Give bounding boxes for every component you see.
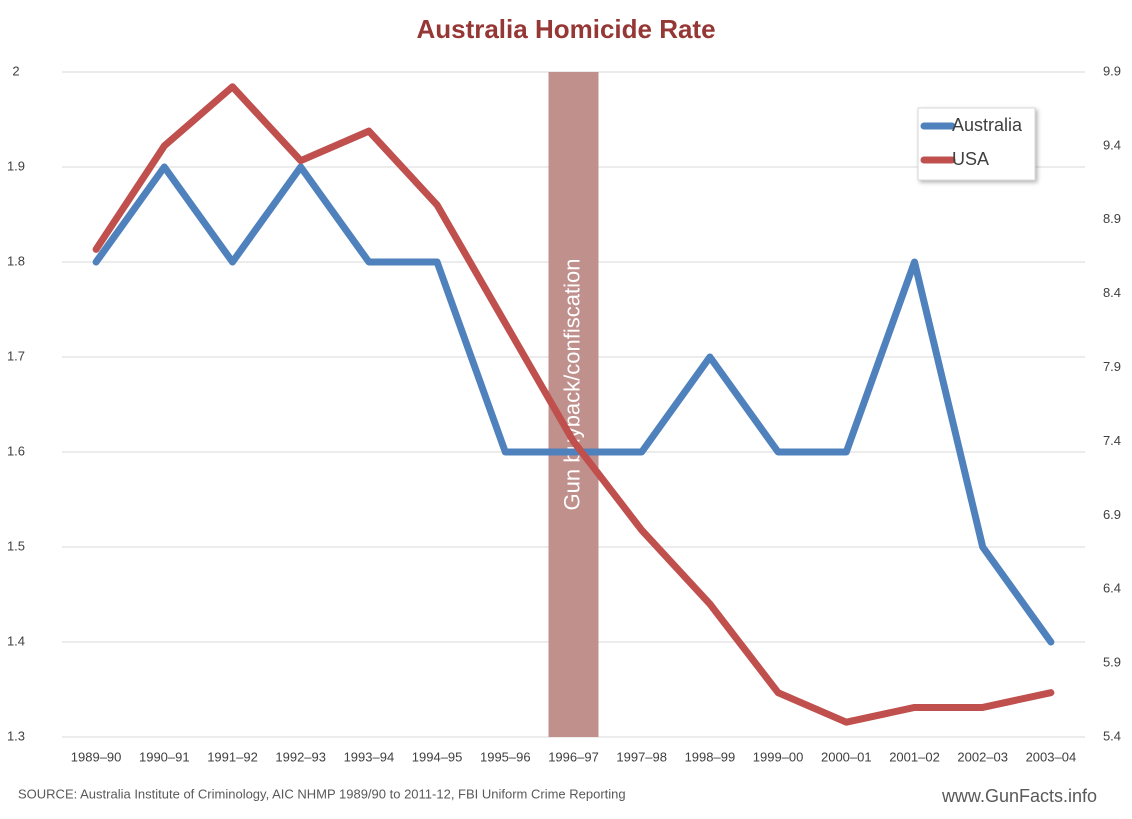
x-tick-label: 2000–01 bbox=[821, 749, 872, 764]
legend-label: Australia bbox=[952, 115, 1023, 135]
x-tick-label: 1997–98 bbox=[616, 749, 667, 764]
y2-tick-label: 9.4 bbox=[1103, 137, 1121, 152]
x-tick-label: 1996–97 bbox=[548, 749, 599, 764]
y-tick-label: 1.5 bbox=[7, 538, 25, 553]
chart-title: Australia Homicide Rate bbox=[416, 14, 715, 44]
y-tick-label: 2 bbox=[12, 63, 19, 78]
x-tick-label: 2003–04 bbox=[1026, 749, 1077, 764]
legend-label: USA bbox=[952, 149, 989, 169]
watermark: www.GunFacts.info bbox=[941, 786, 1097, 806]
y2-tick-label: 5.9 bbox=[1103, 655, 1121, 670]
y-tick-label: 1.6 bbox=[7, 443, 25, 458]
x-tick-label: 2001–02 bbox=[889, 749, 940, 764]
y-tick-label: 1.9 bbox=[7, 158, 25, 173]
x-tick-label: 1989–90 bbox=[71, 749, 122, 764]
x-tick-label: 2002–03 bbox=[957, 749, 1008, 764]
y2-tick-label: 6.4 bbox=[1103, 581, 1121, 596]
y2-tick-label: 7.9 bbox=[1103, 359, 1121, 374]
x-tick-label: 1998–99 bbox=[685, 749, 736, 764]
x-tick-label: 1994–95 bbox=[412, 749, 463, 764]
highlight-label: Gun buyback/confiscation bbox=[559, 259, 584, 511]
line-series bbox=[92, 163, 1055, 646]
highlight-band bbox=[548, 72, 599, 737]
y-tick-label: 1.7 bbox=[7, 348, 25, 363]
y-tick-label: 1.4 bbox=[7, 633, 25, 648]
x-tick-label: 1995–96 bbox=[480, 749, 531, 764]
y2-tick-label: 9.9 bbox=[1103, 63, 1121, 78]
y2-tick-label: 8.9 bbox=[1103, 211, 1121, 226]
legend-box bbox=[917, 107, 1036, 181]
x-tick-label: 1992–93 bbox=[275, 749, 326, 764]
x-tick-label: 1991–92 bbox=[207, 749, 258, 764]
x-tick-label: 1993–94 bbox=[344, 749, 395, 764]
x-tick-label: 1999–00 bbox=[753, 749, 804, 764]
y2-tick-label: 8.4 bbox=[1103, 285, 1121, 300]
source-note: SOURCE: Australia Institute of Criminolo… bbox=[18, 786, 626, 801]
line-series bbox=[92, 83, 1055, 726]
y2-tick-label: 7.4 bbox=[1103, 433, 1121, 448]
y2-tick-label: 5.4 bbox=[1103, 728, 1121, 743]
y-tick-label: 1.3 bbox=[7, 728, 25, 743]
y-tick-label: 1.8 bbox=[7, 253, 25, 268]
x-tick-label: 1990–91 bbox=[139, 749, 190, 764]
y2-tick-label: 6.9 bbox=[1103, 507, 1121, 522]
